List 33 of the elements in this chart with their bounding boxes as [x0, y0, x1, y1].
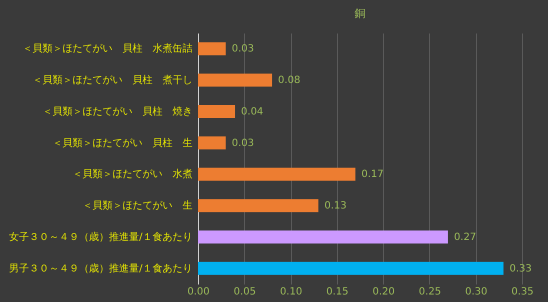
- data-label: 0.33: [509, 263, 532, 274]
- y-tick-label: ＜貝類＞ほたてがい 生: [82, 200, 192, 212]
- data-label: 0.03: [232, 138, 254, 149]
- x-tick-label: 0.20: [372, 286, 395, 298]
- y-tick-label: ＜貝類＞ほたてがい 水煮: [72, 168, 192, 180]
- bar: [198, 230, 448, 244]
- bar: [198, 199, 318, 212]
- data-label: 0.04: [241, 106, 264, 118]
- x-tick-label: 0.25: [418, 286, 442, 298]
- x-tick-label: 0.10: [280, 286, 302, 298]
- y-tick-label: ＜貝類＞ほたてがい 貝柱 生: [52, 136, 192, 149]
- data-label: 0.03: [232, 44, 254, 55]
- bar: [198, 74, 272, 87]
- bar: [198, 262, 504, 275]
- x-tick-label: 0.15: [326, 286, 348, 298]
- x-tick-label: 0.00: [187, 286, 210, 298]
- x-tick-label: 0.35: [511, 286, 534, 298]
- y-tick-label: ＜貝類＞ほたてがい 貝柱 水煮缶詰: [22, 42, 192, 55]
- x-tick-label: 0.05: [234, 286, 256, 298]
- y-tick-label: ＜貝類＞ほたてがい 貝柱 焼き: [42, 105, 192, 118]
- y-tick-label: ＜貝類＞ほたてがい 貝柱 煮干し: [32, 74, 192, 86]
- y-tick-label: 女子３０～４９（歳）推進量/１食あたり: [9, 230, 192, 243]
- bar: [198, 104, 236, 118]
- chart-title: 銅: [354, 7, 366, 20]
- data-label: 0.08: [278, 75, 300, 86]
- data-label: 0.13: [324, 200, 347, 212]
- y-tick-label: 男子３０～４９（歳）推進量/１食あたり: [9, 262, 192, 274]
- bar: [198, 42, 226, 56]
- bar: [198, 168, 356, 181]
- x-tick-label: 0.30: [465, 286, 488, 298]
- data-label: 0.17: [361, 169, 384, 180]
- data-label: 0.27: [454, 232, 476, 243]
- bar: [198, 136, 226, 150]
